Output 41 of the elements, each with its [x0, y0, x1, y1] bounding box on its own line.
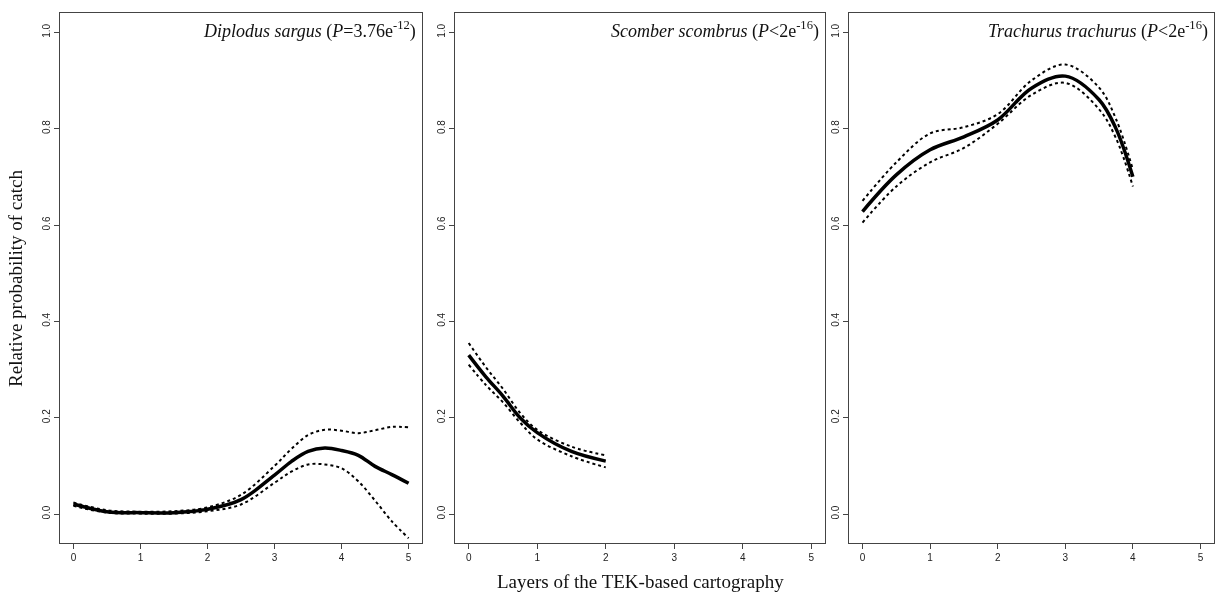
x-tick-label: 5	[808, 552, 815, 563]
x-tick-label: 1	[927, 552, 934, 563]
y-axis-title: Relative probability of catch	[4, 169, 26, 387]
y-tick-label: 0.6	[830, 216, 841, 231]
chart-title: Trachurus trachurus (P<2e$^{-16}$)	[988, 18, 1208, 42]
x-tick-label: 3	[271, 552, 278, 563]
x-tick-label: 0	[70, 552, 77, 563]
x-tick-label: 2	[602, 552, 609, 563]
y-tick-label: 0.6	[436, 216, 447, 231]
y-tick-label: 0.0	[436, 505, 447, 520]
x-tick-label: 4	[338, 552, 345, 563]
y-tick-label: 1.0	[436, 23, 447, 38]
x-tick-label: 4	[1130, 552, 1137, 563]
x-tick-label: 0	[465, 552, 472, 563]
x-tick-label: 2	[204, 552, 211, 563]
chart-title: Diplodus sargus (P=3.76e$^{-12}$)	[203, 18, 416, 42]
y-tick-label: 1.0	[830, 23, 841, 38]
x-tick-label: 0	[859, 552, 866, 563]
x-axis-title: Layers of the TEK-based cartography	[497, 571, 785, 592]
x-tick-label: 3	[1062, 552, 1069, 563]
x-tick-label: 2	[994, 552, 1001, 563]
y-tick-label: 1.0	[41, 23, 52, 38]
x-tick-label: 5	[405, 552, 412, 563]
y-tick-label: 0.2	[436, 408, 447, 424]
x-tick-label: 4	[740, 552, 746, 563]
y-tick-label: 0.0	[41, 505, 52, 520]
x-tick-label: 1	[137, 552, 144, 563]
y-tick-label: 0.4	[436, 312, 447, 327]
y-tick-label: 0.4	[830, 312, 841, 327]
y-tick-label: 0.4	[41, 312, 52, 327]
y-tick-label: 0.8	[41, 119, 52, 135]
x-tick-label: 3	[671, 552, 678, 563]
x-tick-label: 1	[534, 552, 541, 563]
y-tick-label: 0.2	[41, 408, 52, 424]
y-tick-label: 0.2	[830, 408, 841, 424]
x-tick-label: 5	[1197, 552, 1204, 563]
y-tick-label: 0.8	[830, 119, 841, 135]
y-tick-label: 0.6	[41, 216, 52, 231]
y-tick-label: 0.8	[436, 119, 447, 135]
chart-title: Scomber scombrus (P<2e$^{-16}$)	[611, 18, 819, 42]
y-tick-label: 0.0	[830, 505, 841, 520]
